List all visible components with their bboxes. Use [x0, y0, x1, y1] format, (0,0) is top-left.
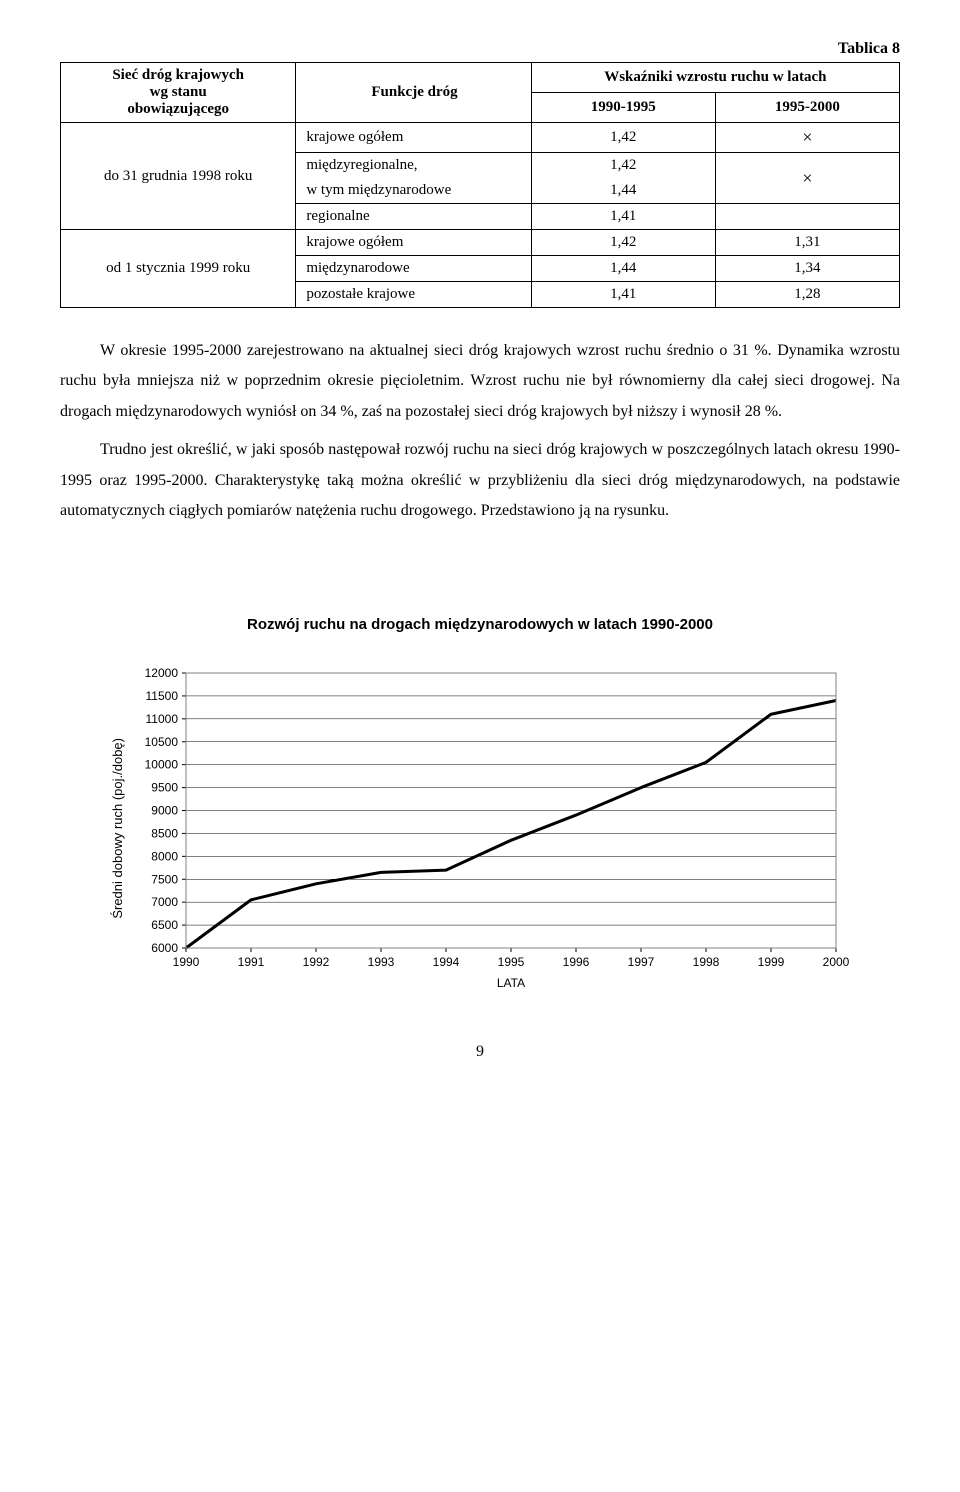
cell-func: pozostałe krajowe: [296, 282, 531, 308]
svg-text:12000: 12000: [144, 666, 178, 680]
cell-val: 1,44: [531, 178, 715, 204]
svg-text:1998: 1998: [692, 955, 719, 969]
chart-title: Rozwój ruchu na drogach międzynarodowych…: [60, 616, 900, 633]
chart-ylabel: Średni dobowy ruch (poj./dobę): [110, 738, 125, 919]
cell-func: krajowe ogółem: [296, 230, 531, 256]
data-table: Sieć dróg krajowych wg stanu obowiązując…: [60, 62, 900, 308]
cell-val: 1,44: [531, 256, 715, 282]
cell-val: ×: [715, 153, 899, 204]
table-number: Tablica 8: [60, 40, 900, 58]
cell-val: 1,41: [531, 282, 715, 308]
svg-text:LATA: LATA: [496, 976, 524, 990]
th-growth: Wskaźniki wzrostu ruchu w latach: [531, 63, 899, 93]
chart-container: Średni dobowy ruch (poj./dobę) 6000 6500 7…: [60, 663, 900, 993]
cell-func: w tym międzynarodowe: [296, 178, 531, 204]
cell-func: regionalne: [296, 204, 531, 230]
svg-text:1995: 1995: [497, 955, 524, 969]
svg-text:7500: 7500: [151, 873, 178, 887]
svg-text:9000: 9000: [151, 804, 178, 818]
cell-val: 1,28: [715, 282, 899, 308]
svg-text:11500: 11500: [145, 689, 178, 703]
svg-text:9500: 9500: [151, 781, 178, 795]
cell-val: 1,42: [531, 153, 715, 179]
th-func: Funkcje dróg: [296, 63, 531, 123]
cell-val: ×: [715, 123, 899, 153]
svg-text:1994: 1994: [432, 955, 459, 969]
svg-text:1993: 1993: [367, 955, 394, 969]
svg-text:1999: 1999: [757, 955, 784, 969]
page-number: 9: [60, 1043, 900, 1061]
th-period1: 1990-1995: [531, 93, 715, 123]
svg-text:6000: 6000: [151, 941, 178, 955]
cell-val: [715, 204, 899, 230]
cell-val: 1,31: [715, 230, 899, 256]
group1-label: do 31 grudnia 1998 roku: [61, 123, 296, 230]
table-row: do 31 grudnia 1998 roku krajowe ogółem 1…: [61, 123, 900, 153]
cell-val: 1,41: [531, 204, 715, 230]
table-row: od 1 stycznia 1999 roku krajowe ogółem 1…: [61, 230, 900, 256]
svg-text:2000: 2000: [822, 955, 849, 969]
paragraph-1: W okresie 1995-2000 zarejestrowano na ak…: [60, 336, 900, 427]
group2-label: od 1 stycznia 1999 roku: [61, 230, 296, 308]
cell-func: międzynarodowe: [296, 256, 531, 282]
th-period2: 1995-2000: [715, 93, 899, 123]
th-network: Sieć dróg krajowych wg stanu obowiązując…: [61, 63, 296, 123]
svg-text:10500: 10500: [144, 735, 178, 749]
svg-text:1990: 1990: [172, 955, 199, 969]
svg-text:11000: 11000: [145, 712, 178, 726]
svg-text:7000: 7000: [151, 896, 178, 910]
svg-text:1991: 1991: [237, 955, 264, 969]
line-chart: 6000 6500 7000 7500 8000 8500 9000 9500 10000 105…: [131, 663, 851, 993]
svg-text:1997: 1997: [627, 955, 654, 969]
svg-text:1996: 1996: [562, 955, 589, 969]
cell-val: 1,34: [715, 256, 899, 282]
cell-val: 1,42: [531, 123, 715, 153]
cell-func: krajowe ogółem: [296, 123, 531, 153]
svg-text:6500: 6500: [151, 918, 178, 932]
svg-text:1992: 1992: [302, 955, 329, 969]
svg-text:10000: 10000: [144, 758, 178, 772]
cell-val: 1,42: [531, 230, 715, 256]
cell-func: międzyregionalne,: [296, 153, 531, 179]
svg-text:8500: 8500: [151, 827, 178, 841]
svg-text:8000: 8000: [151, 850, 178, 864]
paragraph-2: Trudno jest określić, w jaki sposób nast…: [60, 435, 900, 526]
